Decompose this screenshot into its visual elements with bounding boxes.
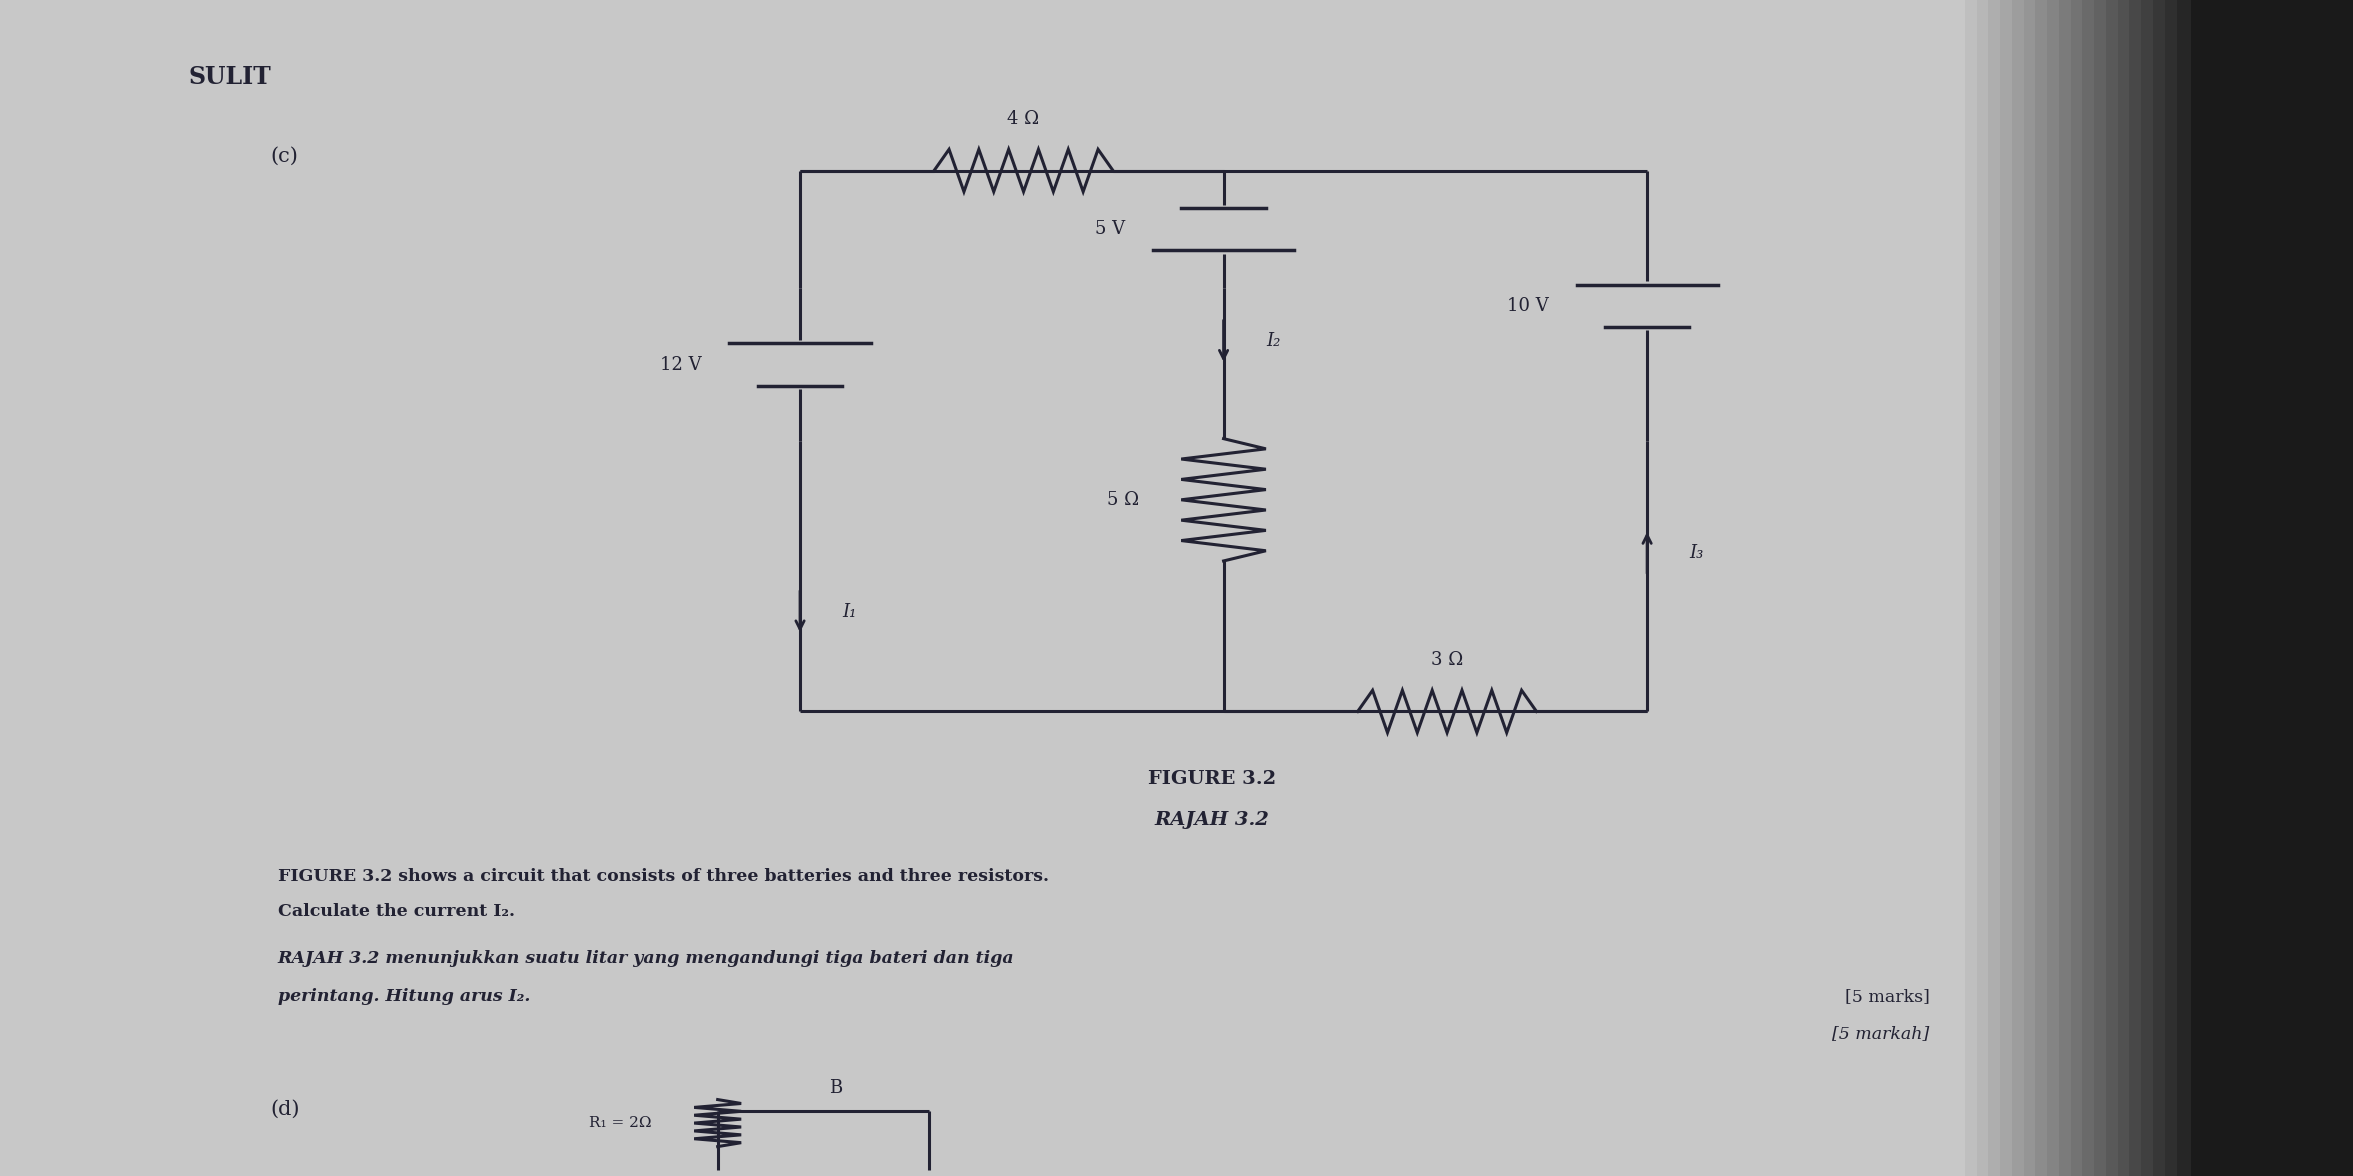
FancyBboxPatch shape xyxy=(2141,0,2155,1176)
Text: 4 Ω: 4 Ω xyxy=(1007,111,1040,128)
Text: Calculate the current I₂.: Calculate the current I₂. xyxy=(278,903,515,920)
Text: [5 marks]: [5 marks] xyxy=(1845,988,1929,1004)
Text: SULIT: SULIT xyxy=(188,65,271,88)
Text: 12 V: 12 V xyxy=(659,355,701,374)
Text: 5 V: 5 V xyxy=(1094,220,1125,239)
Text: RAJAH 3.2: RAJAH 3.2 xyxy=(1155,811,1268,829)
Text: R₁ = 2Ω: R₁ = 2Ω xyxy=(588,1116,652,1130)
FancyBboxPatch shape xyxy=(2035,0,2049,1176)
Text: perintang. Hitung arus I₂.: perintang. Hitung arus I₂. xyxy=(278,988,529,1004)
Text: FIGURE 3.2 shows a circuit that consists of three batteries and three resistors.: FIGURE 3.2 shows a circuit that consists… xyxy=(278,868,1049,884)
Text: FIGURE 3.2: FIGURE 3.2 xyxy=(1148,770,1275,788)
FancyBboxPatch shape xyxy=(2118,0,2132,1176)
FancyBboxPatch shape xyxy=(2094,0,2108,1176)
Text: 3 Ω: 3 Ω xyxy=(1431,652,1464,669)
FancyBboxPatch shape xyxy=(1977,0,1991,1176)
Text: I₁: I₁ xyxy=(842,602,856,621)
Text: I₃: I₃ xyxy=(1689,543,1704,562)
Text: (c): (c) xyxy=(271,147,299,166)
FancyBboxPatch shape xyxy=(1988,0,2002,1176)
FancyBboxPatch shape xyxy=(2024,0,2038,1176)
FancyBboxPatch shape xyxy=(2047,0,2061,1176)
FancyBboxPatch shape xyxy=(2106,0,2120,1176)
FancyBboxPatch shape xyxy=(1965,0,1979,1176)
Text: [5 markah]: [5 markah] xyxy=(1833,1025,1929,1042)
Text: (d): (d) xyxy=(271,1100,301,1118)
FancyBboxPatch shape xyxy=(2071,0,2353,1176)
FancyBboxPatch shape xyxy=(2059,0,2073,1176)
Text: B: B xyxy=(828,1080,842,1097)
FancyBboxPatch shape xyxy=(2000,0,2014,1176)
Text: I₂: I₂ xyxy=(1266,332,1280,350)
Text: 5 Ω: 5 Ω xyxy=(1106,490,1139,509)
FancyBboxPatch shape xyxy=(2153,0,2167,1176)
FancyBboxPatch shape xyxy=(2012,0,2026,1176)
FancyBboxPatch shape xyxy=(2165,0,2179,1176)
FancyBboxPatch shape xyxy=(2129,0,2144,1176)
FancyBboxPatch shape xyxy=(1953,0,1967,1176)
FancyBboxPatch shape xyxy=(2082,0,2097,1176)
Text: 10 V: 10 V xyxy=(1506,296,1548,315)
Text: RAJAH 3.2 menunjukkan suatu litar yang mengandungi tiga bateri dan tiga: RAJAH 3.2 menunjukkan suatu litar yang m… xyxy=(278,950,1014,967)
FancyBboxPatch shape xyxy=(2177,0,2191,1176)
FancyBboxPatch shape xyxy=(2071,0,2085,1176)
